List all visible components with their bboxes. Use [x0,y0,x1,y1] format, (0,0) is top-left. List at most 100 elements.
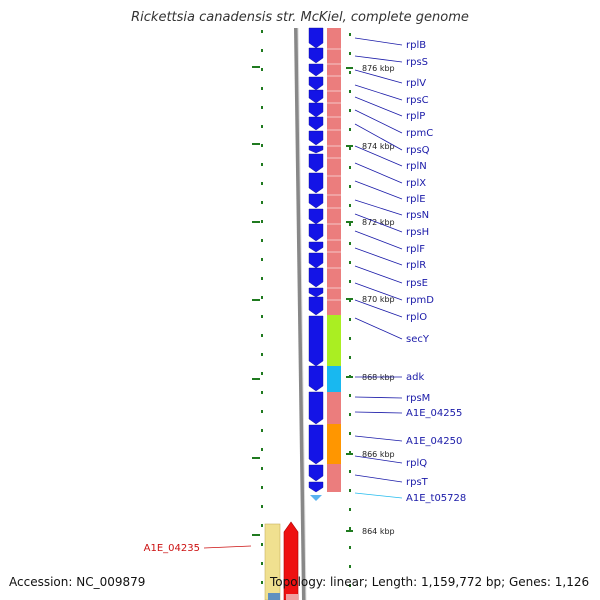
scale-label: 874 kbp [362,142,395,151]
gene-leader-line [354,55,403,63]
gene-arrow[interactable] [308,424,324,465]
trna-arrow[interactable] [310,495,322,501]
ruler-dot [349,147,351,150]
gene-arrow-column [308,27,324,501]
gene-label-rpmD[interactable]: rpmD [406,295,434,306]
gene-arrow[interactable] [308,102,324,118]
ruler-dot [261,277,263,280]
secY-band[interactable] [327,315,341,366]
gene-arrow[interactable] [308,481,324,493]
gene-label-rplB[interactable]: rplB [406,40,426,51]
ruler-dot [261,201,263,204]
gene-arrow[interactable] [308,315,324,367]
accession-text: Accession: NC_009879 [9,575,146,589]
gene-arrow[interactable] [308,296,324,316]
gene-arrow[interactable] [308,76,324,91]
gene-leader-line [354,180,403,200]
scale-tick [346,67,353,69]
gene-label-rpsE[interactable]: rpsE [406,278,428,289]
gene-arrow[interactable] [308,145,324,154]
ruler-dot [261,163,263,166]
ruler-dot [349,33,351,36]
gene-label-rplF[interactable]: rplF [406,244,425,255]
gene-label-A1E_04255[interactable]: A1E_04255 [406,408,462,419]
ruler-dot [261,486,263,489]
gene-arrow[interactable] [308,391,324,425]
gene-leader-line [354,299,403,318]
gene-arrow[interactable] [308,153,324,173]
gene-label-rplN[interactable]: rplN [406,161,427,172]
gene-label-rplV[interactable]: rplV [406,78,426,89]
gene-arrow[interactable] [308,116,324,131]
gene-leader-line [354,317,403,340]
gene-arrow[interactable] [308,208,324,225]
gene-label-rpsN[interactable]: rpsN [406,210,429,221]
gene-labels: rplB rpsS rplV rpsC rplP rpmC rpsQ rplN rplX rplE… [354,37,466,504]
gene-arrow[interactable] [308,252,324,269]
gene-label-adk[interactable]: adk [406,372,424,383]
gene-label-rpmC[interactable]: rpmC [406,128,433,139]
ruler-dot [261,87,263,90]
ruler-dot [261,467,263,470]
gene-arrow[interactable] [308,241,324,253]
gene-arrow[interactable] [308,223,324,242]
A1E_04250-band[interactable] [327,424,341,464]
gene-leader-line [354,109,403,134]
lower-red-arrow[interactable] [283,521,299,600]
ruler-dot [349,432,351,435]
ruler-dot [261,239,263,242]
ruler-dot [261,429,263,432]
ruler-dot [261,68,263,71]
gene-label-rpsQ[interactable]: rpsQ [406,145,430,156]
gene-arrow[interactable] [308,172,324,194]
gene-arrow[interactable] [308,464,324,482]
left-dotted-ruler [252,30,263,584]
gene-arrow[interactable] [308,287,324,298]
gene-leader-line [354,474,403,483]
ruler-dot [261,220,263,223]
left-gene-label[interactable]: A1E_04235 [144,543,200,554]
ribosomal-band[interactable] [327,28,341,315]
gene-arrow[interactable] [308,27,324,49]
ruler-dot [261,448,263,451]
gene-label-rplP[interactable]: rplP [406,111,425,122]
gene-label-secY[interactable]: secY [406,334,430,345]
gene-leader-line [354,199,403,216]
ruler-major-tick [252,457,260,459]
gene-label-rpsS[interactable]: rpsS [406,57,428,68]
ruler-dot [349,470,351,473]
lower-pink-feature[interactable] [286,594,298,600]
gene-label-rplR[interactable]: rplR [406,260,426,271]
rpsM-band[interactable] [327,392,341,424]
gene-label-rplE[interactable]: rplE [406,194,426,205]
gene-label-rplQ[interactable]: rplQ [406,458,427,469]
ruler-dot [349,318,351,321]
gene-arrow[interactable] [308,63,324,77]
lower-blue-feature[interactable] [268,593,280,600]
gene-arrow[interactable] [308,130,324,146]
rplQ-band[interactable] [327,464,341,492]
ruler-major-tick [252,378,260,380]
gene-arrow[interactable] [308,47,324,64]
gene-arrow[interactable] [308,89,324,104]
lower-beige-feature[interactable] [264,523,281,600]
gene-label-A1E_04250[interactable]: A1E_04250 [406,436,462,447]
gene-label-A1E_t05728[interactable]: A1E_t05728 [406,493,466,504]
gene-label-rpsC[interactable]: rpsC [406,95,429,106]
ruler-dot [349,185,351,188]
scale-tick [346,376,353,378]
ruler-dot [261,581,263,584]
scale-label: 864 kbp [362,527,395,536]
gene-arrow[interactable] [308,267,324,288]
gene-label-rpsH[interactable]: rpsH [406,227,429,238]
gene-label-rplO[interactable]: rplO [406,312,427,323]
gene-label-rpsT[interactable]: rpsT [406,477,429,488]
ruler-dot [349,280,351,283]
gene-leader-line [354,411,403,414]
gene-label-rpsM[interactable]: rpsM [406,393,430,404]
adk-band[interactable] [327,366,341,392]
gene-label-rplX[interactable]: rplX [406,178,426,189]
gene-arrow[interactable] [308,193,324,209]
ruler-dot [261,524,263,527]
gene-arrow[interactable] [308,365,324,392]
